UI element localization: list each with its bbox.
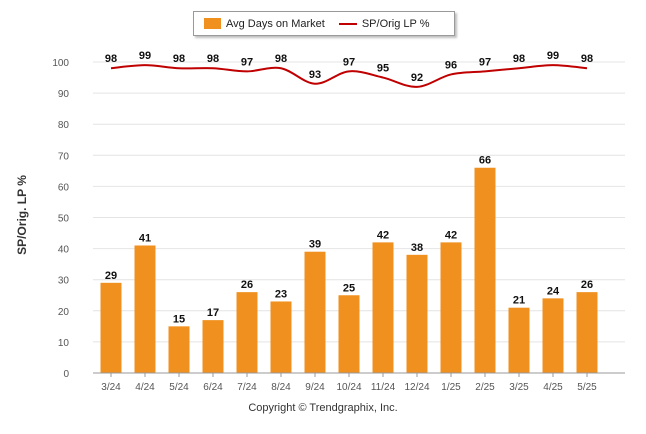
bar-label-7/24: 26: [241, 279, 253, 291]
legend-line-label: SP/Orig LP %: [361, 17, 430, 30]
bar-3/24: [100, 282, 122, 373]
y-tick-label-100: 100: [52, 58, 69, 69]
bar-12/24: [406, 254, 428, 373]
x-tick-label-12/24: 12/24: [404, 382, 429, 393]
bar-label-8/24: 23: [275, 288, 287, 300]
line-label-3/24: 98: [105, 53, 117, 65]
line-label-12/24: 92: [411, 72, 423, 84]
line-path-sp-orig-lp: [110, 64, 588, 88]
y-tick-label-60: 60: [58, 182, 70, 193]
line-label-10/24: 97: [343, 56, 355, 68]
bar-label-5/24: 15: [173, 313, 185, 325]
line-label-3/25: 98: [513, 53, 525, 65]
x-tick-label-9/24: 9/24: [305, 382, 325, 393]
bar-2/25: [474, 167, 496, 373]
x-tick-label-5/24: 5/24: [169, 382, 189, 393]
copyright-text: Copyright © Trendgraphix, Inc.: [248, 402, 398, 414]
y-tick-label-20: 20: [58, 307, 70, 318]
line-label-4/25: 99: [547, 50, 559, 62]
x-tick-label-6/24: 6/24: [203, 382, 223, 393]
bar-label-1/25: 42: [445, 229, 457, 241]
line-label-2/25: 97: [479, 56, 491, 68]
bar-label-9/24: 39: [309, 239, 321, 251]
legend-item-line[interactable]: SP/Orig LP %: [325, 18, 430, 30]
legend-line-swatch: [338, 22, 357, 25]
legend: Avg Days on Market SP/Orig LP %: [193, 11, 455, 36]
x-tick-label-11/24: 11/24: [371, 382, 396, 393]
bar-9/24: [304, 251, 326, 373]
line-label-6/24: 98: [207, 53, 219, 65]
bar-label-4/24: 41: [139, 232, 151, 244]
line-series: [110, 64, 588, 88]
bar-label-11/24: 42: [377, 229, 389, 241]
x-tick-label-2/25: 2/25: [475, 382, 495, 393]
line-label-8/24: 98: [275, 53, 287, 65]
line-label-9/24: 93: [309, 69, 321, 81]
y-axis-ticks: 0 10 20 30 40 50 60 70 80 90 100: [52, 58, 69, 380]
x-tick-label-10/24: 10/24: [336, 382, 361, 393]
bar-label-4/25: 24: [547, 285, 560, 297]
legend-bar-label: Avg Days on Market: [226, 17, 325, 30]
x-axis: 3/24 4/24 5/24 6/24 7/24 8/24 9/24 10/24 11/24 12…: [93, 372, 625, 393]
bar-label-3/24: 29: [105, 270, 117, 282]
bar-data-labels: 29 41 15 17 26 23 39 25 42 38 42 66 21 24 26: [105, 155, 593, 326]
bar-label-2/25: 66: [479, 155, 491, 167]
bar-4/25: [542, 298, 564, 373]
line-label-4/24: 99: [139, 50, 151, 62]
x-tick-label-8/24: 8/24: [271, 382, 291, 393]
y-tick-label-30: 30: [58, 276, 70, 287]
bar-5/24: [168, 326, 190, 373]
y-tick-label-0: 0: [63, 369, 69, 380]
bar-label-5/25: 26: [581, 279, 593, 291]
y-axis-label: SP/Orig. LP %: [15, 175, 29, 255]
x-tick-label-4/24: 4/24: [135, 382, 155, 393]
bar-8/24: [270, 301, 292, 373]
line-label-11/24: 95: [377, 63, 389, 75]
x-tick-label-7/24: 7/24: [237, 382, 257, 393]
line-label-7/24: 97: [241, 56, 253, 68]
legend-bar-swatch: [204, 18, 221, 29]
legend-item-bar[interactable]: Avg Days on Market: [194, 18, 325, 30]
bar-4/24: [134, 245, 156, 373]
bar-label-3/25: 21: [513, 295, 525, 307]
x-tick-label-3/24: 3/24: [101, 382, 121, 393]
bar-series: [100, 167, 598, 373]
y-tick-label-10: 10: [58, 338, 70, 349]
bar-6/24: [202, 320, 224, 373]
y-tick-label-80: 80: [58, 120, 70, 131]
x-tick-label-1/25: 1/25: [441, 382, 461, 393]
x-tick-label-5/25: 5/25: [577, 382, 597, 393]
line-label-1/25: 96: [445, 59, 457, 71]
line-data-labels: 98 99 98 98 97 98 93 97 95 92 96 97 98 99 98: [105, 50, 593, 84]
bar-3/25: [508, 307, 530, 373]
bar-1/25: [440, 242, 462, 373]
bar-label-12/24: 38: [411, 242, 423, 254]
line-label-5/24: 98: [173, 53, 185, 65]
x-tick-label-3/25: 3/25: [509, 382, 529, 393]
bar-7/24: [236, 292, 258, 373]
gridlines: [93, 61, 625, 343]
x-tick-label-4/25: 4/25: [543, 382, 563, 393]
bar-10/24: [338, 295, 360, 373]
y-tick-label-40: 40: [58, 245, 70, 256]
bar-label-6/24: 17: [207, 307, 219, 319]
bar-5/25: [576, 292, 598, 373]
line-label-5/25: 98: [581, 53, 593, 65]
y-tick-label-90: 90: [58, 89, 70, 100]
y-tick-label-70: 70: [58, 151, 70, 162]
bar-11/24: [372, 242, 394, 373]
bar-label-10/24: 25: [343, 282, 355, 294]
y-tick-label-50: 50: [58, 214, 70, 225]
